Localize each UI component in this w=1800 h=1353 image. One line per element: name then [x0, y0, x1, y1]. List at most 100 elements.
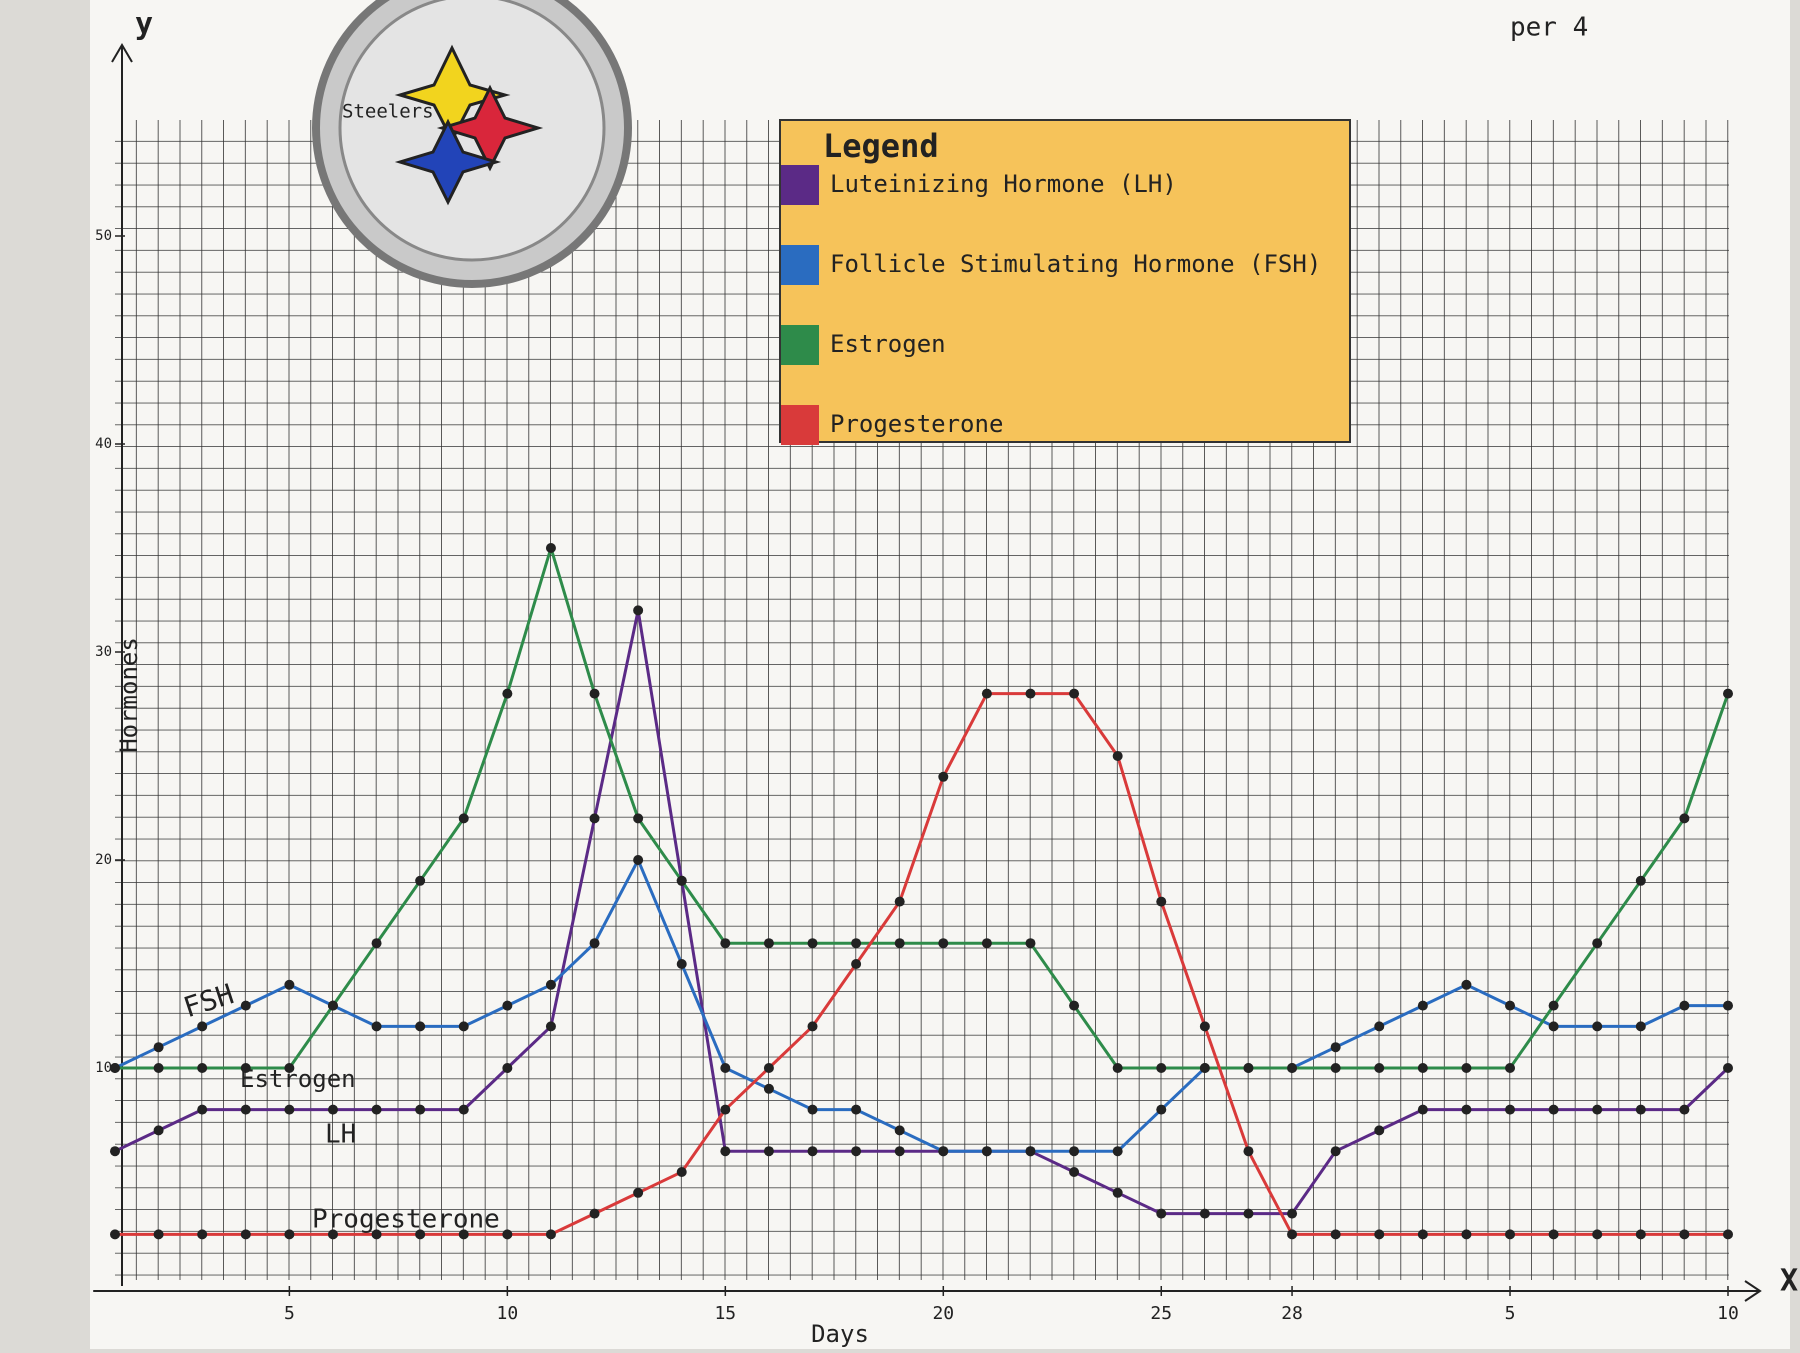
- legend-label: Progesterone: [830, 410, 1003, 438]
- data-point: [458, 1104, 469, 1115]
- data-point: [894, 896, 905, 907]
- data-point: [1069, 1146, 1080, 1157]
- data-point: [851, 938, 862, 949]
- data-point: [589, 813, 600, 824]
- x-tick-label: 20: [932, 1303, 954, 1324]
- data-point: [153, 1063, 164, 1073]
- data-point: [720, 1063, 731, 1073]
- legend-swatch: [781, 325, 819, 365]
- data-point: [1243, 1208, 1254, 1219]
- data-point: [1461, 979, 1472, 990]
- data-point: [1374, 1229, 1385, 1240]
- data-point: [458, 1021, 469, 1032]
- data-point: [1592, 1021, 1603, 1032]
- data-point: [589, 1208, 600, 1219]
- data-point: [633, 813, 644, 824]
- legend-swatch: [781, 245, 819, 285]
- annotation: LH: [325, 1120, 356, 1150]
- x-tick-label: 5: [284, 1303, 295, 1324]
- data-point: [502, 688, 513, 699]
- data-point: [1025, 688, 1036, 699]
- data-point: [1112, 1146, 1123, 1157]
- data-point: [1461, 1104, 1472, 1115]
- data-point: [1330, 1063, 1341, 1073]
- data-point: [1635, 875, 1646, 886]
- data-point: [720, 1146, 731, 1157]
- data-point: [981, 938, 992, 949]
- data-point: [153, 1042, 164, 1053]
- data-point: [1679, 1229, 1690, 1240]
- line-series: [114, 856, 1728, 1153]
- data-point: [240, 1063, 251, 1073]
- data-point: [1156, 1208, 1167, 1219]
- data-point: [1330, 1146, 1341, 1157]
- data-point: [1287, 1229, 1298, 1240]
- data-point: [1592, 1104, 1603, 1115]
- x-tick-label: 10: [1717, 1303, 1739, 1324]
- data-point: [458, 1229, 469, 1240]
- y-axis-letter: y: [135, 7, 153, 42]
- data-point: [1505, 1000, 1516, 1011]
- data-point: [807, 1104, 818, 1115]
- legend-title: Legend: [823, 127, 939, 165]
- data-point: [1635, 1104, 1646, 1115]
- data-point: [197, 1104, 208, 1115]
- data-point: [1243, 1146, 1254, 1157]
- data-point: [807, 1021, 818, 1032]
- data-point: [415, 875, 426, 886]
- line-series: [114, 542, 1730, 1070]
- data-point: [720, 1104, 731, 1115]
- axis-arrow: [1744, 1280, 1762, 1302]
- data-point: [371, 1021, 382, 1032]
- annotation: per 4: [1510, 13, 1588, 43]
- data-point: [1156, 1104, 1167, 1115]
- y-axis-label: Hormones: [115, 637, 143, 753]
- data-point: [284, 1104, 295, 1115]
- data-point: [284, 979, 295, 990]
- data-point: [1025, 1146, 1036, 1157]
- line-series: [114, 692, 1728, 1236]
- y-tick-label: 30: [95, 644, 112, 660]
- data-point: [545, 979, 556, 990]
- data-point: [197, 1021, 208, 1032]
- legend-swatch: [781, 405, 819, 445]
- data-point: [1723, 688, 1733, 699]
- data-point: [240, 1229, 251, 1240]
- data-point: [545, 1229, 556, 1240]
- data-point: [1505, 1063, 1516, 1073]
- data-point: [1069, 1167, 1080, 1177]
- data-point: [109, 1063, 120, 1073]
- data-point: [1723, 1063, 1733, 1073]
- data-point: [545, 1021, 556, 1032]
- data-point: [1069, 1000, 1080, 1011]
- data-point: [938, 771, 949, 782]
- data-point: [763, 1146, 774, 1157]
- y-tick-label: 20: [95, 852, 112, 868]
- data-point: [197, 1229, 208, 1240]
- data-point: [1069, 688, 1080, 699]
- data-point: [1592, 938, 1603, 949]
- data-point: [589, 938, 600, 949]
- data-point: [938, 1146, 949, 1157]
- data-point: [415, 1021, 426, 1032]
- data-point: [502, 1063, 513, 1073]
- legend-label: Estrogen: [830, 330, 946, 358]
- data-point: [1156, 1063, 1167, 1073]
- data-point: [327, 1000, 338, 1011]
- data-point: [109, 1146, 120, 1157]
- data-point: [763, 938, 774, 949]
- data-point: [240, 1104, 251, 1115]
- data-point: [458, 813, 469, 824]
- data-point: [371, 938, 382, 949]
- data-point: [1461, 1229, 1472, 1240]
- data-point: [153, 1125, 164, 1136]
- data-point: [1461, 1063, 1472, 1073]
- data-point: [153, 1229, 164, 1240]
- data-point: [981, 688, 992, 699]
- data-point: [1330, 1042, 1341, 1053]
- data-point: [1417, 1229, 1428, 1240]
- data-point: [415, 1229, 426, 1240]
- data-point: [676, 1167, 687, 1177]
- data-point: [327, 1229, 338, 1240]
